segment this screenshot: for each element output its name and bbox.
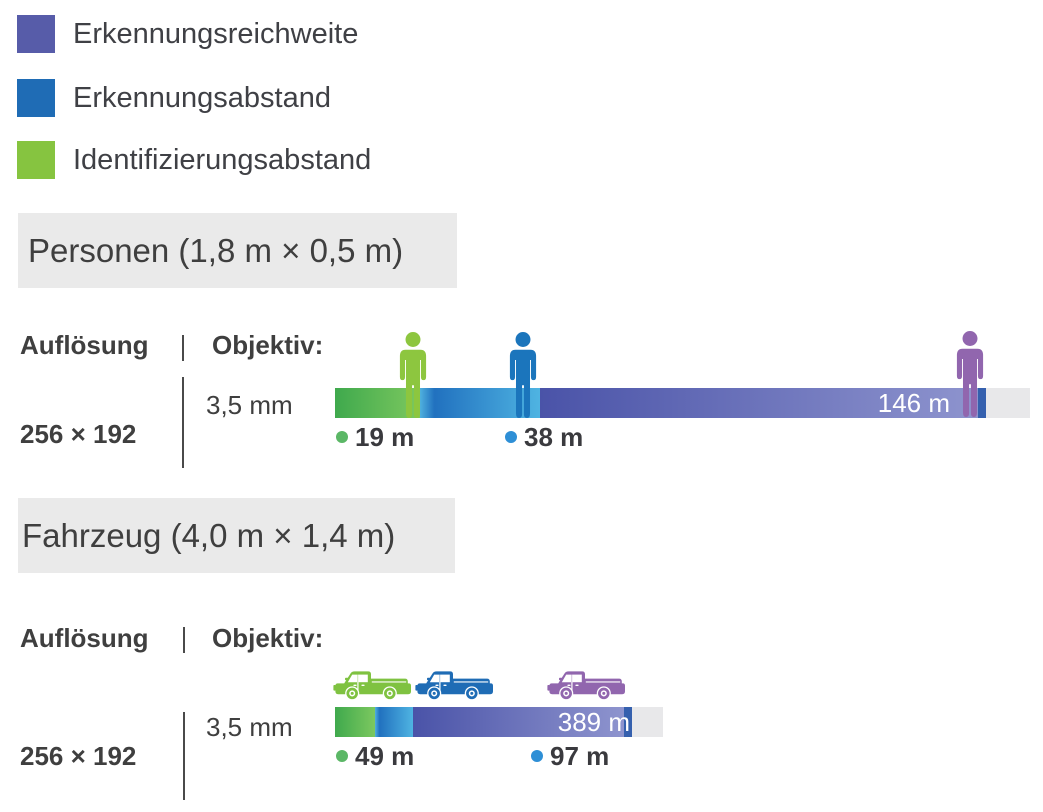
column-divider-fahrzeug <box>183 712 185 800</box>
header-divider-fahrzeug <box>183 627 185 653</box>
lens-value-fahrzeug: 3,5 mm <box>206 712 293 742</box>
range-end-cap-fahrzeug <box>624 707 632 737</box>
car-icon-range <box>547 671 625 701</box>
legend-swatch-identifizierungsabstand <box>17 141 55 179</box>
legend-item-identifizierungsabstand: Identifizierungsabstand <box>17 141 371 179</box>
legend-label-identifizierungsabstand: Identifizierungsabstand <box>73 143 372 176</box>
legend-swatch-erkennungsreichweite <box>17 15 55 53</box>
range-end-cap-personen <box>978 388 986 418</box>
resolution-value-fahrzeug: 256 × 192 <box>20 741 137 771</box>
resolution-value-personen: 256 × 192 <box>20 419 137 449</box>
legend-label-erkennungsreichweite: Erkennungsreichweite <box>73 17 359 50</box>
resolution-header-personen: Auflösung <box>20 330 149 360</box>
identification-segment-fahrzeug <box>335 707 375 737</box>
car-icon-identification <box>333 671 411 701</box>
green-dot-icon <box>336 431 348 443</box>
lens-value-personen: 3,5 mm <box>206 390 293 420</box>
range-segment-fahrzeug <box>413 707 624 737</box>
recognition-distance-label-fahrzeug: 97 m <box>531 741 609 771</box>
section-title-fahrzeug: Fahrzeug (4,0 m × 1,4 m) <box>18 498 455 573</box>
person-icon-range <box>956 331 984 417</box>
identification-segment-personen <box>335 388 420 418</box>
header-divider-personen <box>182 335 184 361</box>
section-title-personen: Personen (1,8 m × 0,5 m) <box>18 213 457 288</box>
legend-item-erkennungsreichweite: Erkennungsreichweite <box>17 15 358 53</box>
person-icon-identification <box>399 332 427 418</box>
column-divider-personen <box>182 377 184 468</box>
recognition-distance-label-personen: 38 m <box>505 422 583 452</box>
range-track-personen: 146 m <box>335 388 1030 418</box>
car-icon-recognition <box>415 671 493 701</box>
legend-item-erkennungsabstand: Erkennungsabstand <box>17 79 331 117</box>
blue-dot-icon <box>531 750 543 762</box>
range-value-fahrzeug: 389 m <box>557 707 630 737</box>
identification-distance-label-personen: 19 m <box>336 422 414 452</box>
lens-header-fahrzeug: Objektiv: <box>212 623 324 653</box>
lens-header-personen: Objektiv: <box>212 330 324 360</box>
range-value-personen: 146 m <box>877 388 950 418</box>
identification-distance-label-fahrzeug: 49 m <box>336 741 414 771</box>
blue-dot-icon <box>505 431 517 443</box>
recognition-segment-fahrzeug <box>375 707 413 737</box>
person-icon-recognition <box>509 332 537 418</box>
range-track-fahrzeug: 389 m <box>335 707 663 737</box>
legend-swatch-erkennungsabstand <box>17 79 55 117</box>
green-dot-icon <box>336 750 348 762</box>
legend-label-erkennungsabstand: Erkennungsabstand <box>73 81 331 114</box>
range-segment-personen <box>540 388 978 418</box>
resolution-header-fahrzeug: Auflösung <box>20 623 149 653</box>
